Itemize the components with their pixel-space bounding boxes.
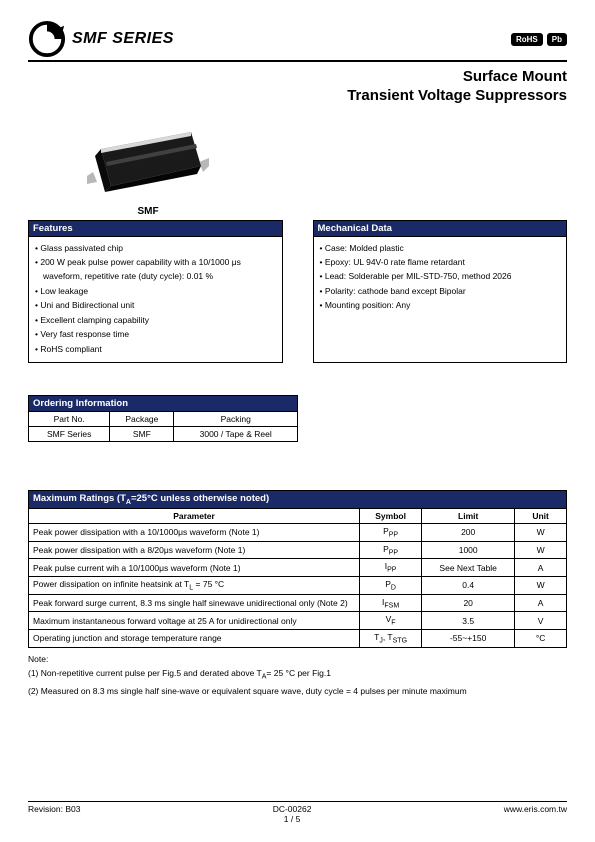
ordering-col: Part No. bbox=[29, 412, 110, 427]
rohs-badge: RoHS bbox=[511, 33, 543, 46]
ratings-unit: W bbox=[515, 523, 567, 541]
ratings-limit: 0.4 bbox=[422, 576, 515, 594]
feature-item: Very fast response time bbox=[35, 327, 276, 341]
ratings-param: Peak forward surge current, 8.3 ms singl… bbox=[29, 594, 360, 612]
ordering-col: Package bbox=[110, 412, 174, 427]
ratings-limit: 1000 bbox=[422, 541, 515, 559]
table-row: Peak power dissipation with a 10/1000μs … bbox=[29, 523, 567, 541]
mechanical-item: Mounting position: Any bbox=[320, 298, 561, 312]
ratings-col: Limit bbox=[422, 508, 515, 523]
product-package-icon bbox=[83, 124, 213, 202]
ratings-unit: A bbox=[515, 594, 567, 612]
table-row: Maximum instantaneous forward voltage at… bbox=[29, 612, 567, 630]
ratings-unit: W bbox=[515, 576, 567, 594]
ratings-table: Maximum Ratings (TA=25°C unless otherwis… bbox=[28, 490, 567, 648]
footer: Revision: B03 DC-00262 1 / 5 www.eris.co… bbox=[28, 801, 567, 824]
feature-item: Low leakage bbox=[35, 284, 276, 298]
mechanical-heading: Mechanical Data bbox=[314, 221, 567, 237]
ratings-unit: °C bbox=[515, 630, 567, 648]
header-rule bbox=[28, 60, 567, 62]
feature-item: waveform, repetitive rate (duty cycle): … bbox=[35, 269, 276, 283]
ratings-symbol: PPP bbox=[360, 523, 422, 541]
mechanical-item: Case: Molded plastic bbox=[320, 241, 561, 255]
table-row: Peak forward surge current, 8.3 ms singl… bbox=[29, 594, 567, 612]
ordering-cell: SMF bbox=[110, 427, 174, 442]
mechanical-item: Polarity: cathode band except Bipolar bbox=[320, 284, 561, 298]
ratings-limit: 3.5 bbox=[422, 612, 515, 630]
notes-heading: Note: bbox=[28, 652, 567, 666]
subtitle-line2: Transient Voltage Suppressors bbox=[28, 87, 567, 106]
product-label: SMF bbox=[83, 206, 213, 217]
ratings-limit: -55~+150 bbox=[422, 630, 515, 648]
ordering-heading: Ordering Information bbox=[29, 396, 298, 412]
ordering-table: Ordering Information Part No. Package Pa… bbox=[28, 395, 298, 442]
table-row: Operating junction and storage temperatu… bbox=[29, 630, 567, 648]
ratings-unit: A bbox=[515, 559, 567, 577]
ratings-col: Parameter bbox=[29, 508, 360, 523]
feature-item: Excellent clamping capability bbox=[35, 313, 276, 327]
ordering-cell: SMF Series bbox=[29, 427, 110, 442]
ratings-symbol: VF bbox=[360, 612, 422, 630]
ratings-param: Peak power dissipation with a 8/20μs wav… bbox=[29, 541, 360, 559]
ratings-symbol: PD bbox=[360, 576, 422, 594]
ratings-col: Unit bbox=[515, 508, 567, 523]
footer-rule bbox=[28, 801, 567, 802]
ratings-param: Operating junction and storage temperatu… bbox=[29, 630, 360, 648]
series-title: SMF SERIES bbox=[72, 30, 174, 48]
compliance-badges: RoHS Pb bbox=[511, 33, 567, 46]
ratings-heading: Maximum Ratings (TA=25°C unless otherwis… bbox=[29, 491, 567, 509]
note-line: (2) Measured on 8.3 ms single half sine-… bbox=[28, 684, 567, 698]
note-line: (1) Non-repetitive current pulse per Fig… bbox=[28, 666, 567, 684]
mechanical-item: Epoxy: UL 94V-0 rate flame retardant bbox=[320, 255, 561, 269]
footer-page: 1 / 5 bbox=[284, 814, 301, 824]
ordering-cell: 3000 / Tape & Reel bbox=[174, 427, 298, 442]
subtitle-line1: Surface Mount bbox=[28, 68, 567, 87]
footer-revision: Revision: B03 bbox=[28, 804, 80, 824]
mechanical-box: Mechanical Data Case: Molded plastic Epo… bbox=[313, 220, 568, 364]
footer-url: www.eris.com.tw bbox=[504, 804, 567, 824]
ordering-col: Packing bbox=[174, 412, 298, 427]
table-row: Peak power dissipation with a 8/20μs wav… bbox=[29, 541, 567, 559]
company-logo-icon bbox=[28, 20, 66, 58]
subtitle-block: Surface Mount Transient Voltage Suppress… bbox=[28, 68, 567, 106]
logo-title-group: SMF SERIES bbox=[28, 20, 174, 58]
ratings-param: Peak power dissipation with a 10/1000μs … bbox=[29, 523, 360, 541]
ratings-param: Peak pulse current wih a 10/1000μs wavef… bbox=[29, 559, 360, 577]
feature-item: Glass passivated chip bbox=[35, 241, 276, 255]
ratings-symbol: TJ, TSTG bbox=[360, 630, 422, 648]
mechanical-list: Case: Molded plastic Epoxy: UL 94V-0 rat… bbox=[314, 237, 567, 319]
table-row: Peak pulse current wih a 10/1000μs wavef… bbox=[29, 559, 567, 577]
table-row: Power dissipation on infinite heatsink a… bbox=[29, 576, 567, 594]
header-row: SMF SERIES RoHS Pb bbox=[28, 20, 567, 58]
ratings-symbol: IPP bbox=[360, 559, 422, 577]
feature-item: RoHS compliant bbox=[35, 342, 276, 356]
ratings-symbol: IFSM bbox=[360, 594, 422, 612]
notes-block: Note: (1) Non-repetitive current pulse p… bbox=[28, 652, 567, 698]
mechanical-item: Lead: Solderable per MIL-STD-750, method… bbox=[320, 269, 561, 283]
ratings-limit: 200 bbox=[422, 523, 515, 541]
ratings-limit: 20 bbox=[422, 594, 515, 612]
pb-badge: Pb bbox=[547, 33, 567, 46]
feature-item: Uni and Bidirectional unit bbox=[35, 298, 276, 312]
footer-row: Revision: B03 DC-00262 1 / 5 www.eris.co… bbox=[28, 804, 567, 824]
ratings-col: Symbol bbox=[360, 508, 422, 523]
features-box: Features Glass passivated chip 200 W pea… bbox=[28, 220, 283, 364]
info-columns: Features Glass passivated chip 200 W pea… bbox=[28, 220, 567, 364]
features-heading: Features bbox=[29, 221, 282, 237]
footer-center: DC-00262 1 / 5 bbox=[80, 804, 503, 824]
footer-doc: DC-00262 bbox=[273, 804, 312, 814]
features-list: Glass passivated chip 200 W peak pulse p… bbox=[29, 237, 282, 363]
ratings-param: Power dissipation on infinite heatsink a… bbox=[29, 576, 360, 594]
feature-item: 200 W peak pulse power capability with a… bbox=[35, 255, 276, 269]
ratings-symbol: PPP bbox=[360, 541, 422, 559]
ratings-param: Maximum instantaneous forward voltage at… bbox=[29, 612, 360, 630]
product-image-wrap bbox=[83, 124, 567, 202]
ratings-limit: See Next Table bbox=[422, 559, 515, 577]
ratings-unit: W bbox=[515, 541, 567, 559]
ratings-unit: V bbox=[515, 612, 567, 630]
